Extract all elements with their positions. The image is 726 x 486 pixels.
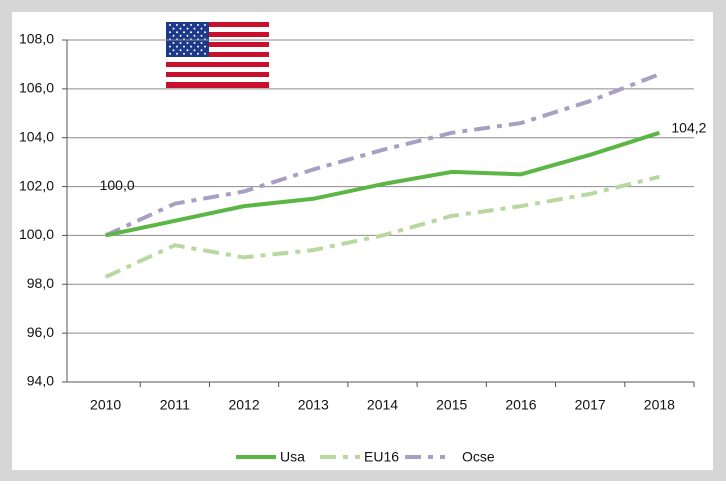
star: [172, 34, 175, 37]
legend-label: Ocse: [462, 449, 495, 465]
x-tick-label: 2014: [367, 397, 398, 413]
y-tick-label: 98,0: [27, 275, 54, 291]
star: [197, 45, 199, 48]
star: [204, 31, 206, 34]
star: [186, 42, 189, 44]
star: [200, 49, 203, 52]
star: [204, 45, 206, 48]
y-tick-label: 96,0: [27, 324, 54, 340]
star: [190, 24, 192, 26]
y-tick-label: 104,0: [19, 128, 54, 144]
star: [176, 31, 178, 34]
data-label: 100,0: [100, 177, 135, 193]
star: [186, 49, 189, 52]
x-tick-label: 2017: [575, 397, 606, 413]
star: [179, 27, 182, 30]
star: [193, 34, 196, 37]
star: [176, 24, 178, 26]
y-tick-label: 94,0: [27, 373, 54, 389]
flag: [166, 22, 269, 88]
star: [186, 27, 189, 30]
y-tick-label: 102,0: [19, 177, 54, 193]
star: [190, 52, 192, 55]
star: [193, 42, 196, 44]
y-tick-label: 100,0: [19, 226, 54, 242]
star: [197, 31, 199, 34]
series-line: [105, 130, 660, 238]
star: [197, 24, 199, 26]
legend-label: EU16: [364, 449, 399, 465]
star: [190, 31, 192, 34]
x-tick-label: 2018: [644, 397, 675, 413]
star: [200, 34, 203, 37]
star: [186, 34, 189, 37]
x-tick-label: 2012: [228, 397, 259, 413]
star: [200, 27, 203, 30]
star: [172, 49, 175, 52]
x-tick-label: 2013: [298, 397, 329, 413]
star: [183, 31, 185, 34]
star: [200, 42, 203, 44]
series-line: [104, 72, 661, 238]
star: [183, 45, 185, 48]
star: [169, 52, 171, 55]
star: [179, 42, 182, 44]
x-tick-label: 2010: [90, 397, 121, 413]
star: [183, 52, 185, 55]
star: [169, 24, 171, 26]
y-tick-label: 108,0: [19, 31, 54, 47]
legend-label: Usa: [280, 449, 305, 465]
star: [176, 52, 178, 55]
star: [204, 24, 206, 26]
series-line: [104, 174, 660, 279]
star: [204, 52, 206, 55]
star: [179, 34, 182, 37]
star: [193, 27, 196, 30]
star: [176, 45, 178, 48]
x-tick-label: 2016: [505, 397, 536, 413]
x-tick-label: 2011: [160, 397, 190, 413]
star: [172, 42, 175, 44]
x-tick-label: 2015: [436, 397, 467, 413]
star: [179, 49, 182, 52]
y-tick-label: 106,0: [19, 80, 54, 96]
star: [197, 52, 199, 55]
star: [183, 24, 185, 26]
panel: [12, 12, 713, 470]
star: [193, 49, 196, 52]
star: [172, 27, 175, 30]
star: [190, 45, 192, 48]
star: [169, 45, 171, 48]
data-label: 104,2: [671, 120, 706, 136]
star: [169, 31, 171, 34]
